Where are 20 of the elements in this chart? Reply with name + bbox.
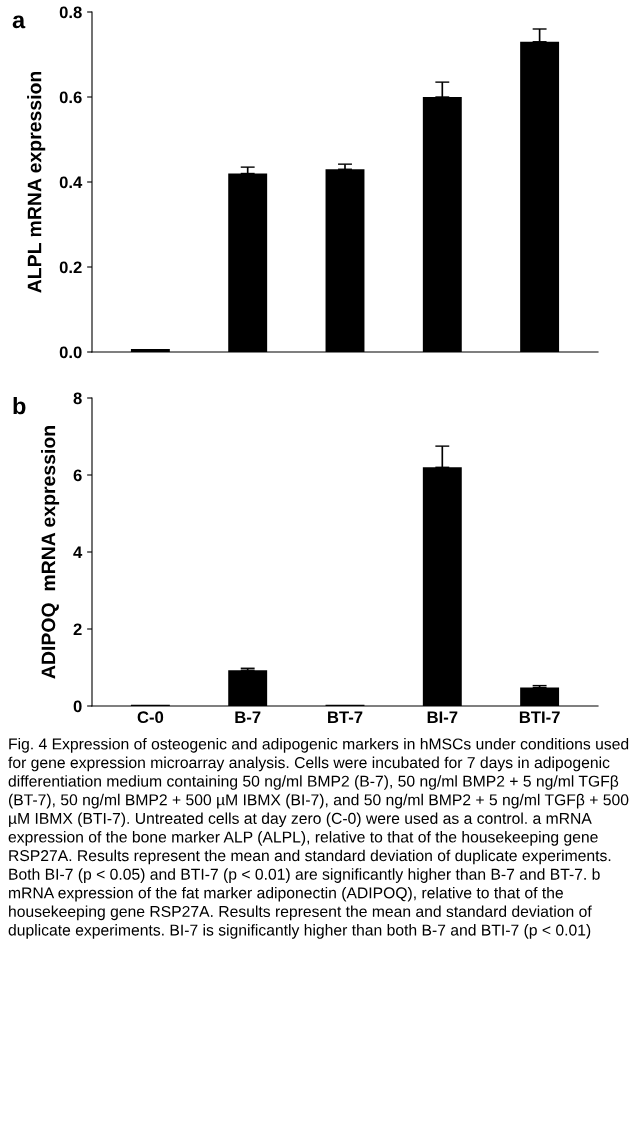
y-tick-label: 0.4 — [59, 176, 83, 189]
y-tick-label: 4 — [73, 546, 83, 559]
x-tick-label: B-7 — [235, 711, 261, 723]
y-tick-label: 2 — [73, 623, 82, 636]
x-tick-label: BTI-7 — [519, 711, 560, 723]
text: a — [12, 15, 26, 29]
y-tick-label: 0.6 — [59, 91, 82, 104]
text: Fig. 4 Expression of osteogenic and adipogenic markers in hMSCs under conditions used for gene expression microarray analysis. Cells were incubated for 7 days in adipogenic differentiation medium containing 50 ng/ml BMP2 (B-7), 50 ng/ml BMP2 + 5 ng/ml TGFβ (BT-7), 50 ng/ml BMP2 + 500 µM IBMX (BI-7), and 50 ng/ml BMP2 + 5 ng/ml TGFβ + 500 µM IBMX (BTI-7). Untreated cells at day zero (C-0) were used as a control. a mRNA expression of the bone marker ALP (ALPL), relative to that of the housekeeping gene RSP27A. Results represent the mean and standard deviation of duplicate experiments. Both BI-7 (p < 0.05) and BTI-7 (p < 0.01) are significantly higher than B-7 and BT-7. b mRNA expression of the fat marker adiponectin (ADIPOQ), relative to that of the housekeeping gene RSP27A. Results represent the mean and standard deviation of duplicate experiments. BI-7 is significantly higher than both B-7 and BTI-7 (p < 0.01) — [8, 738, 629, 939]
text: b — [13, 397, 26, 415]
x-tick-label: C-0 — [137, 711, 164, 724]
x-tick-label: BI-7 — [427, 711, 458, 723]
x-tick-label: BT-7 — [328, 711, 363, 723]
y-tick-label: 6 — [73, 469, 82, 482]
y-axis-title: ALPL mRNA expression — [27, 71, 46, 293]
y-tick-label: 0 — [73, 700, 82, 713]
y-axis-title: ADIPOQ mRNA expression — [40, 426, 60, 679]
y-tick-label: 0.8 — [59, 6, 82, 19]
y-tick-label: 0.0 — [59, 346, 82, 359]
y-tick-label: 8 — [73, 392, 82, 405]
y-tick-label: 0.2 — [59, 261, 82, 274]
